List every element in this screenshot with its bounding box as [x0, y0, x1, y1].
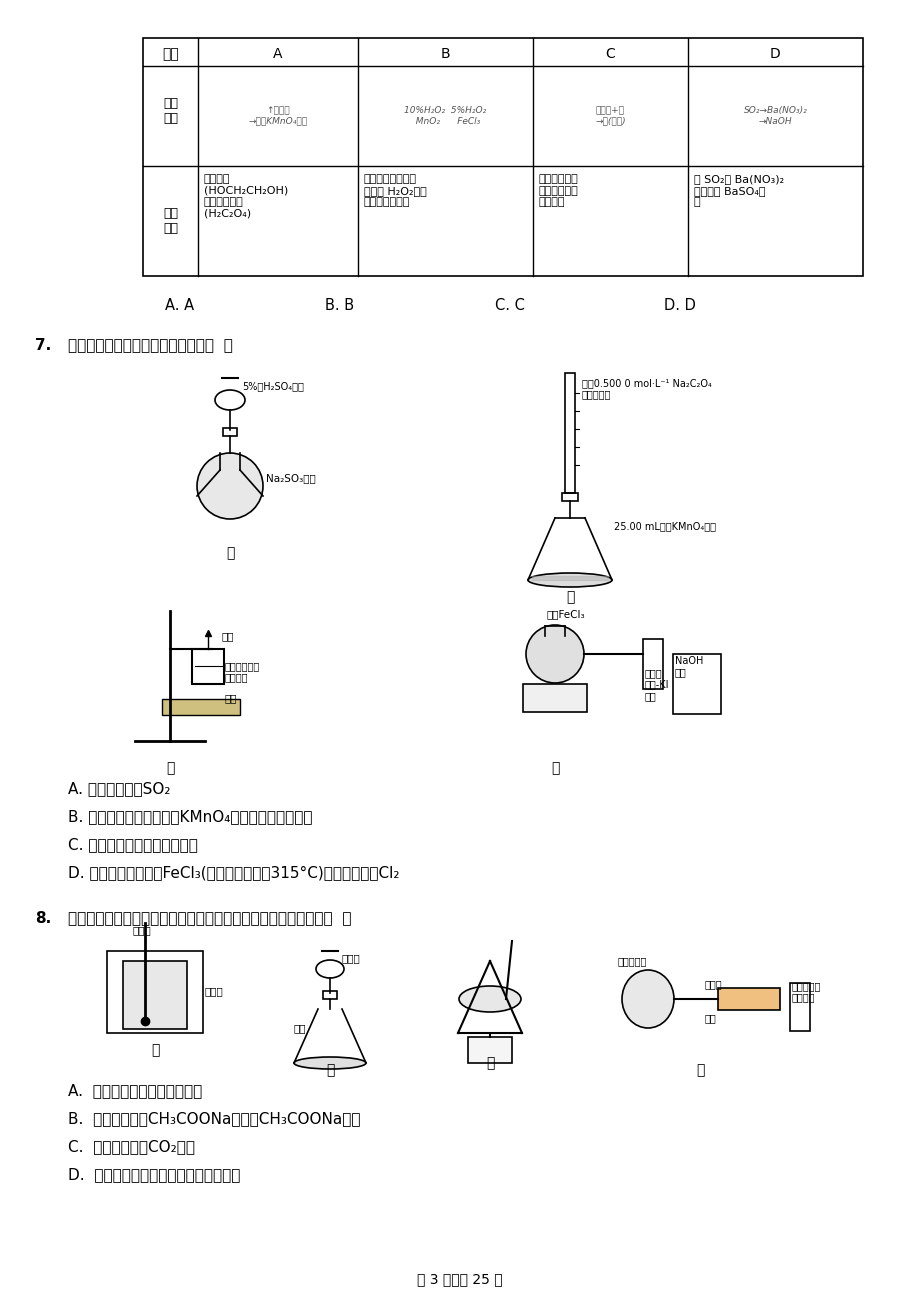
Text: D. 利用图丁探究无水FeCl₃(易升华，沸点：315°C)分解是否产生Cl₂: D. 利用图丁探究无水FeCl₃(易升华，沸点：315°C)分解是否产生Cl₂: [68, 865, 399, 880]
Text: 丁: 丁: [695, 1062, 703, 1077]
Ellipse shape: [294, 1057, 366, 1069]
Text: 8.: 8.: [35, 911, 51, 926]
Text: 5%的H₂SO₄溶液: 5%的H₂SO₄溶液: [242, 381, 303, 391]
Text: 丁: 丁: [550, 760, 559, 775]
Text: B: B: [440, 47, 449, 61]
Text: B. B: B. B: [325, 298, 354, 312]
Ellipse shape: [526, 625, 584, 684]
Text: 丙: 丙: [485, 1056, 494, 1070]
Bar: [107, 950, 203, 1032]
Text: 丙: 丙: [165, 760, 174, 775]
Bar: [162, 699, 240, 715]
Text: C.  用装置乙制取CO₂气体: C. 用装置乙制取CO₂气体: [68, 1139, 195, 1154]
Text: 乙: 乙: [325, 1062, 334, 1077]
Text: 碎泡沫: 碎泡沫: [205, 986, 223, 996]
Ellipse shape: [621, 970, 674, 1029]
Bar: [717, 988, 779, 1010]
Text: 25.00 mL酸性KMnO₄溶液: 25.00 mL酸性KMnO₄溶液: [613, 521, 715, 531]
Text: 湿润的
淀粉-KI
试纸: 湿润的 淀粉-KI 试纸: [644, 668, 669, 702]
Bar: [323, 991, 336, 999]
Text: 乙: 乙: [565, 590, 573, 604]
Ellipse shape: [459, 986, 520, 1012]
Bar: [222, 428, 237, 436]
Text: 铁触媒: 铁触媒: [704, 979, 721, 990]
Text: 加热: 加热: [704, 1013, 716, 1023]
Bar: [673, 654, 720, 713]
Text: 比较氯化铁和二氧
化锰对 H₂O₂分解
反应的催化效果: 比较氯化铁和二氧 化锰对 H₂O₂分解 反应的催化效果: [364, 174, 426, 207]
Text: A: A: [273, 47, 282, 61]
Bar: [522, 684, 586, 712]
Text: 7.: 7.: [35, 339, 51, 353]
Text: 纯碱: 纯碱: [294, 1023, 306, 1032]
Text: 稀盐酸: 稀盐酸: [342, 953, 360, 963]
Bar: [192, 648, 223, 684]
Text: 选项: 选项: [162, 47, 178, 61]
Text: B.  用装置丙蒸发CH₃COONa溶液得CH₃COONa晶体: B. 用装置丙蒸发CH₃COONa溶液得CH₃COONa晶体: [68, 1111, 360, 1126]
Text: 滴加0.500 0 mol·L⁻¹ Na₂C₂O₄: 滴加0.500 0 mol·L⁻¹ Na₂C₂O₄: [582, 378, 711, 388]
Text: SO₂→Ba(NO₃)₂
→NaOH: SO₂→Ba(NO₃)₂ →NaOH: [743, 107, 807, 126]
Text: 证明稀硝酸与
铜反应时表现
出氧化性: 证明稀硝酸与 铜反应时表现 出氧化性: [539, 174, 578, 207]
Bar: [142, 38, 862, 276]
Text: 温度计: 温度计: [133, 924, 152, 935]
Text: C. 利用图丙进行铝热反应实验: C. 利用图丙进行铝热反应实验: [68, 837, 198, 852]
Text: 稀硝酸+铜
→水(集气): 稀硝酸+铜 →水(集气): [595, 107, 625, 126]
Bar: [789, 983, 809, 1031]
Text: 甲: 甲: [151, 1043, 159, 1057]
Bar: [123, 961, 187, 1029]
Text: 实验
目的: 实验 目的: [163, 207, 177, 234]
Text: 第 3 页，共 25 页: 第 3 页，共 25 页: [416, 1272, 503, 1286]
Bar: [564, 372, 574, 493]
Text: D.  用装置丁模拟工业制氨气并检验产物: D. 用装置丁模拟工业制氨气并检验产物: [68, 1167, 240, 1182]
Text: D: D: [769, 47, 780, 61]
Text: 氢气和氮气: 氢气和氮气: [618, 956, 647, 966]
Ellipse shape: [528, 573, 611, 587]
Text: NaOH
溶液: NaOH 溶液: [675, 656, 703, 677]
Text: 实验
过程: 实验 过程: [163, 98, 177, 125]
Text: 10%H₂O₂  5%H₂O₂
  MnO₂      FeCl₃: 10%H₂O₂ 5%H₂O₂ MnO₂ FeCl₃: [404, 107, 486, 126]
Text: 氧化铁和铝粉
的混合物: 氧化铁和铝粉 的混合物: [225, 661, 260, 682]
Text: B. 利用图乙测定锥形瓶中KMnO₄溶液的物质的量浓度: B. 利用图乙测定锥形瓶中KMnO₄溶液的物质的量浓度: [68, 809, 312, 824]
Bar: [468, 1036, 512, 1062]
Text: 将乙二醇
(HOCH₂CH₂OH)
转化为乙二酸
(H₂C₂O₄): 将乙二醇 (HOCH₂CH₂OH) 转化为乙二酸 (H₂C₂O₄): [204, 174, 288, 219]
Text: 无水FeCl₃: 无水FeCl₃: [547, 609, 585, 618]
Text: 甲: 甲: [225, 546, 234, 560]
Text: 用下列实验装置进行相应实验，设计正确且能达到实验目的的是（  ）: 用下列实验装置进行相应实验，设计正确且能达到实验目的的是（ ）: [68, 911, 351, 926]
Text: A. 利用图甲制备SO₂: A. 利用图甲制备SO₂: [68, 781, 170, 796]
Text: 溶液至终点: 溶液至终点: [582, 389, 611, 398]
Text: 下列实验操作能达到相应目的的是（  ）: 下列实验操作能达到相应目的的是（ ）: [68, 339, 233, 353]
Text: A.  用装置甲进行中和热的测定: A. 用装置甲进行中和热的测定: [68, 1083, 202, 1098]
Text: C. C: C. C: [494, 298, 525, 312]
Text: 镁带: 镁带: [221, 631, 234, 641]
Text: ↑乙二醇
→酸性KMnO₄溶液: ↑乙二醇 →酸性KMnO₄溶液: [248, 107, 307, 126]
Text: 润湿的蓝色
石蕊试纸: 润湿的蓝色 石蕊试纸: [791, 980, 821, 1003]
Text: 用 SO₂与 Ba(NO₃)₂
反应获得 BaSO₄沉
淀: 用 SO₂与 Ba(NO₃)₂ 反应获得 BaSO₄沉 淀: [693, 174, 783, 207]
Text: 沙子: 沙子: [225, 693, 237, 703]
Text: Na₂SO₃固体: Na₂SO₃固体: [266, 473, 315, 483]
Text: A. A: A. A: [165, 298, 194, 312]
Circle shape: [197, 453, 263, 519]
Bar: [642, 639, 663, 689]
Bar: [562, 493, 577, 501]
Text: C: C: [605, 47, 615, 61]
Text: D. D: D. D: [664, 298, 695, 312]
